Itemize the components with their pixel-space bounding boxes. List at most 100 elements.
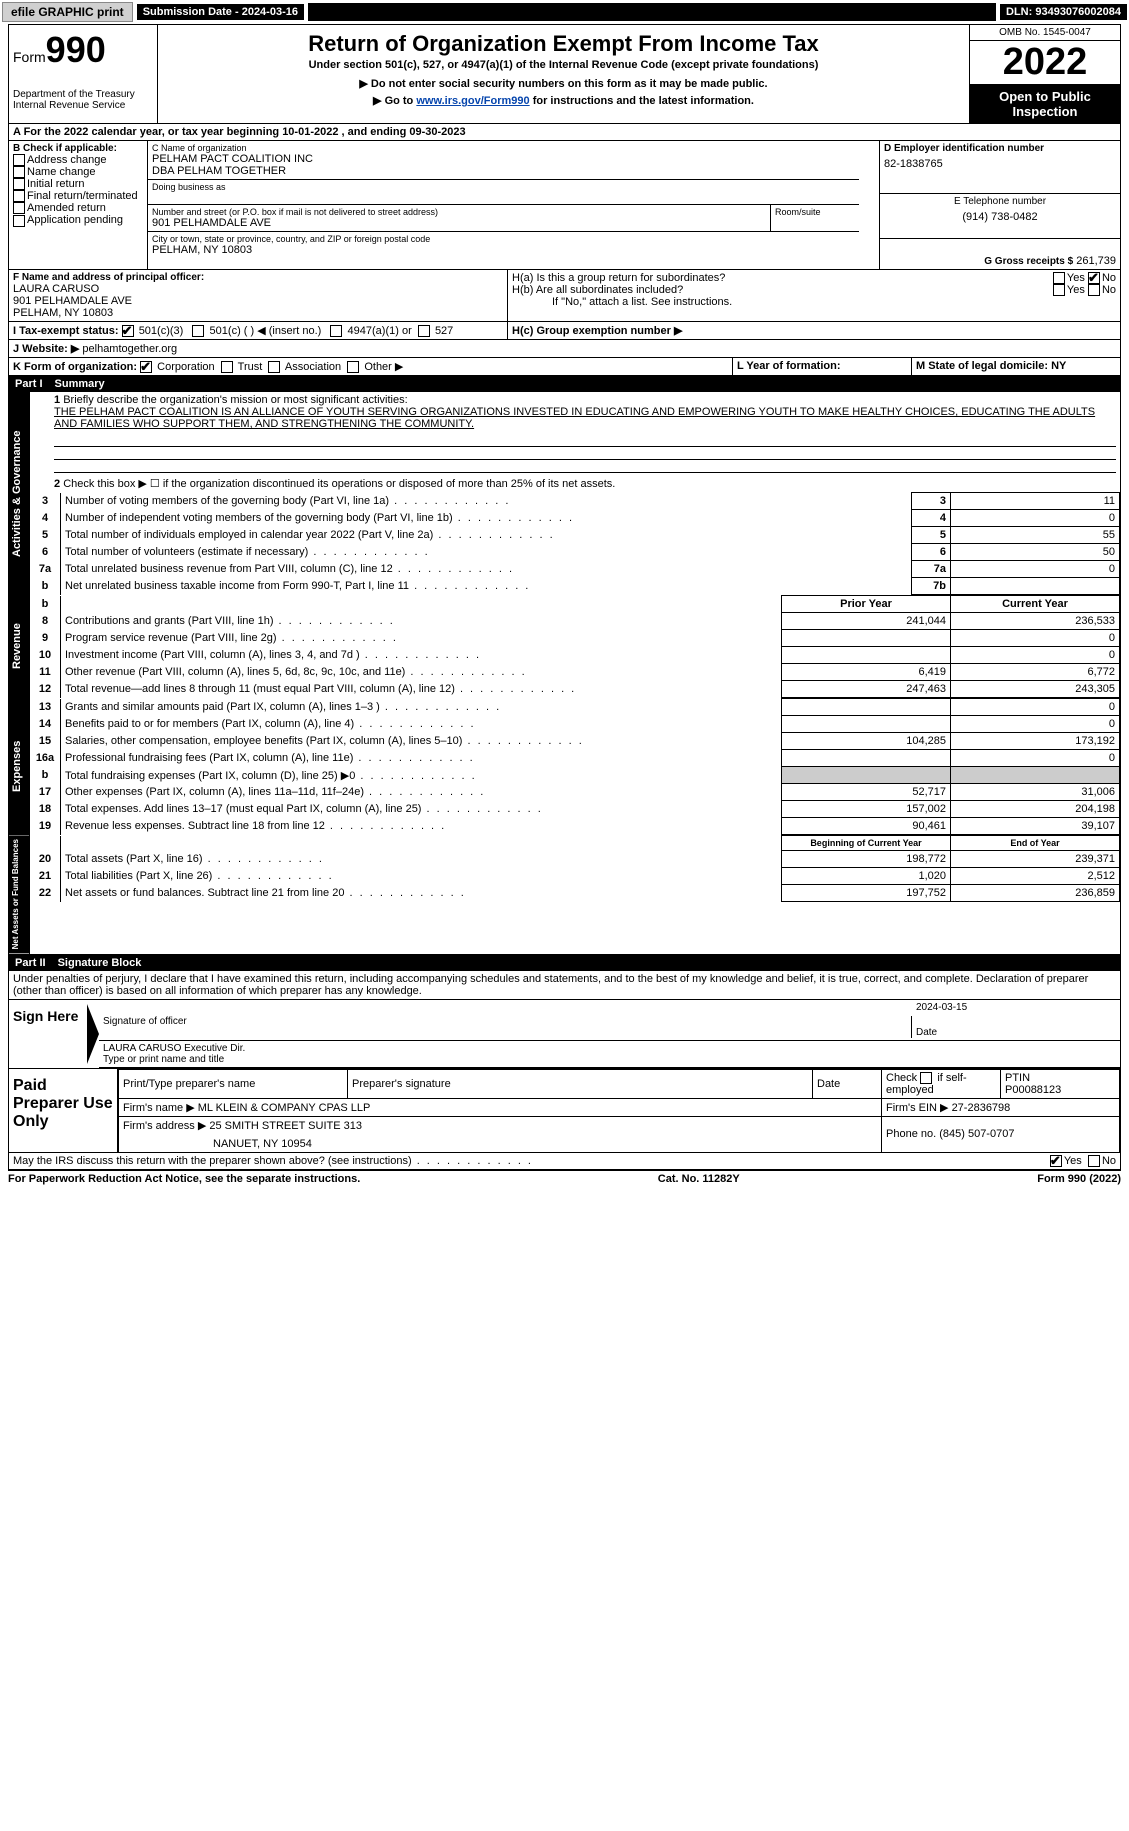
- header-mid: Return of Organization Exempt From Incom…: [158, 25, 969, 123]
- hb-note: If "No," attach a list. See instructions…: [512, 296, 1116, 308]
- box-e-label: E Telephone number: [884, 196, 1116, 207]
- checkbox-icon[interactable]: [1053, 284, 1065, 296]
- part1-num: Part I: [15, 378, 43, 390]
- blank-line: [54, 447, 1116, 460]
- form-990: Form990 Department of the Treasury Inter…: [8, 24, 1121, 1171]
- paid-preparer-label: Paid Preparer Use Only: [9, 1069, 117, 1152]
- firm-addr-label: Firm's address ▶: [123, 1120, 206, 1132]
- checkbox-icon[interactable]: [330, 325, 342, 337]
- arrow-icon: [87, 1004, 99, 1064]
- revenue-table: b Prior Year Current Year 8 Contribution…: [30, 595, 1120, 698]
- header-right: OMB No. 1545-0047 2022 Open to Public In…: [969, 25, 1120, 123]
- checkbox-icon[interactable]: [192, 325, 204, 337]
- table-row: 18 Total expenses. Add lines 13–17 (must…: [30, 801, 1120, 818]
- officer-name: LAURA CARUSO: [13, 283, 503, 295]
- tab-expenses: Expenses: [9, 698, 29, 835]
- line-a: A For the 2022 calendar year, or tax yea…: [9, 124, 1120, 141]
- website-row: J Website: ▶ pelhamtogether.org: [9, 340, 1120, 358]
- current-year-hdr: Current Year: [951, 596, 1120, 613]
- page-footer: For Paperwork Reduction Act Notice, see …: [0, 1171, 1129, 1187]
- perjury-text: Under penalties of perjury, I declare th…: [9, 971, 1120, 1000]
- table-row: 21 Total liabilities (Part X, line 26) 1…: [30, 868, 1120, 885]
- checkbox-icon[interactable]: [1050, 1155, 1062, 1167]
- checkbox-icon[interactable]: [13, 178, 25, 190]
- officer-block: F Name and address of principal officer:…: [9, 270, 1120, 322]
- box-d-label: D Employer identification number: [884, 143, 1116, 154]
- summary-netassets: Net Assets or Fund Balances Beginning of…: [9, 835, 1120, 954]
- checkbox-icon[interactable]: [13, 154, 25, 166]
- table-header-row: b Prior Year Current Year: [30, 596, 1120, 613]
- org-name-1: PELHAM PACT COALITION INC: [152, 153, 855, 165]
- checkbox-icon[interactable]: [221, 361, 233, 373]
- box-c-label: C Name of organization: [152, 143, 855, 153]
- date-label: Date: [916, 1027, 937, 1038]
- checkbox-icon[interactable]: [13, 215, 25, 227]
- checkbox-icon[interactable]: [13, 190, 25, 202]
- addr-label: Number and street (or P.O. box if mail i…: [152, 207, 766, 217]
- top-bar: efile GRAPHIC print Submission Date - 20…: [0, 0, 1129, 24]
- checkbox-icon[interactable]: [1088, 1155, 1100, 1167]
- efile-btn[interactable]: efile GRAPHIC print: [2, 2, 133, 22]
- checkbox-icon[interactable]: [13, 166, 25, 178]
- phone-label: Phone no.: [886, 1128, 936, 1140]
- checkbox-icon[interactable]: [1088, 272, 1100, 284]
- summary-revenue: Revenue b Prior Year Current Year 8 Cont…: [9, 595, 1120, 698]
- tab-governance: Activities & Governance: [9, 392, 29, 595]
- tab-netassets: Net Assets or Fund Balances: [9, 835, 29, 953]
- checkbox-icon[interactable]: [268, 361, 280, 373]
- form-ref: Form 990 (2022): [1037, 1173, 1121, 1185]
- corp-label: Corporation: [157, 361, 214, 373]
- opt-label: Amended return: [27, 202, 106, 214]
- checkbox-icon[interactable]: [418, 325, 430, 337]
- 4947-label: 4947(a)(1) or: [348, 325, 412, 337]
- checkbox-icon[interactable]: [1088, 284, 1100, 296]
- yes-label: Yes: [1064, 1155, 1082, 1167]
- table-row: Firm's name ▶ ML KLEIN & COMPANY CPAS LL…: [119, 1098, 1120, 1116]
- checkbox-icon[interactable]: [347, 361, 359, 373]
- entity-block: B Check if applicable: Address change Na…: [9, 141, 1120, 270]
- form-word: Form: [13, 49, 46, 65]
- box-j-label: J Website: ▶: [13, 343, 79, 355]
- form-title: Return of Organization Exempt From Incom…: [166, 31, 961, 57]
- table-row: 3 Number of voting members of the govern…: [30, 493, 1120, 510]
- subtitle-1: Under section 501(c), 527, or 4947(a)(1)…: [166, 59, 961, 71]
- inspect-l1: Open to Public: [972, 89, 1118, 104]
- subtitle-2: ▶ Do not enter social security numbers o…: [166, 77, 961, 90]
- ein: 82-1838765: [884, 158, 1116, 170]
- 527-label: 527: [435, 325, 453, 337]
- preparer-sig-hdr: Preparer's signature: [348, 1069, 813, 1098]
- box-k-label: K Form of organization:: [13, 361, 137, 373]
- dept-treasury: Department of the Treasury: [13, 89, 153, 100]
- firm-ein-label: Firm's EIN ▶: [886, 1102, 949, 1114]
- firm-name: ML KLEIN & COMPANY CPAS LLP: [198, 1102, 371, 1114]
- discuss-text: May the IRS discuss this return with the…: [13, 1155, 533, 1167]
- form990-link[interactable]: www.irs.gov/Form990: [416, 95, 529, 107]
- checkbox-icon[interactable]: [920, 1072, 932, 1084]
- summary-governance: Activities & Governance 1 Briefly descri…: [9, 392, 1120, 595]
- dln: DLN: 93493076002084: [1000, 4, 1127, 20]
- firm-name-label: Firm's name ▶: [123, 1102, 195, 1114]
- table-row: 4 Number of independent voting members o…: [30, 510, 1120, 527]
- part2-num: Part II: [15, 957, 46, 969]
- table-row: 6 Total number of volunteers (estimate i…: [30, 544, 1120, 561]
- checkbox-icon[interactable]: [122, 325, 134, 337]
- assoc-label: Association: [285, 361, 341, 373]
- box-m: M State of legal domicile: NY: [912, 358, 1120, 375]
- checkbox-icon[interactable]: [1053, 272, 1065, 284]
- opt-amended: Amended return: [13, 202, 143, 214]
- blank-line: [54, 460, 1116, 473]
- website-url[interactable]: pelhamtogether.org: [82, 343, 177, 355]
- officer-name-title: LAURA CARUSO Executive Dir.: [103, 1043, 1116, 1054]
- table-row: b Total fundraising expenses (Part IX, c…: [30, 767, 1120, 784]
- sig-date: 2024-03-15: [916, 1002, 967, 1013]
- opt-name-change: Name change: [13, 166, 143, 178]
- checkbox-icon[interactable]: [140, 361, 152, 373]
- checkbox-icon[interactable]: [13, 202, 25, 214]
- opt-initial: Initial return: [13, 178, 143, 190]
- table-row: 12 Total revenue—add lines 8 through 11 …: [30, 681, 1120, 698]
- org-name-2: DBA PELHAM TOGETHER: [152, 165, 855, 177]
- no-label: No: [1102, 272, 1116, 284]
- mission-text: THE PELHAM PACT COALITION IS AN ALLIANCE…: [54, 406, 1116, 430]
- table-row: 9 Program service revenue (Part VIII, li…: [30, 630, 1120, 647]
- discuss-row: May the IRS discuss this return with the…: [9, 1153, 1120, 1170]
